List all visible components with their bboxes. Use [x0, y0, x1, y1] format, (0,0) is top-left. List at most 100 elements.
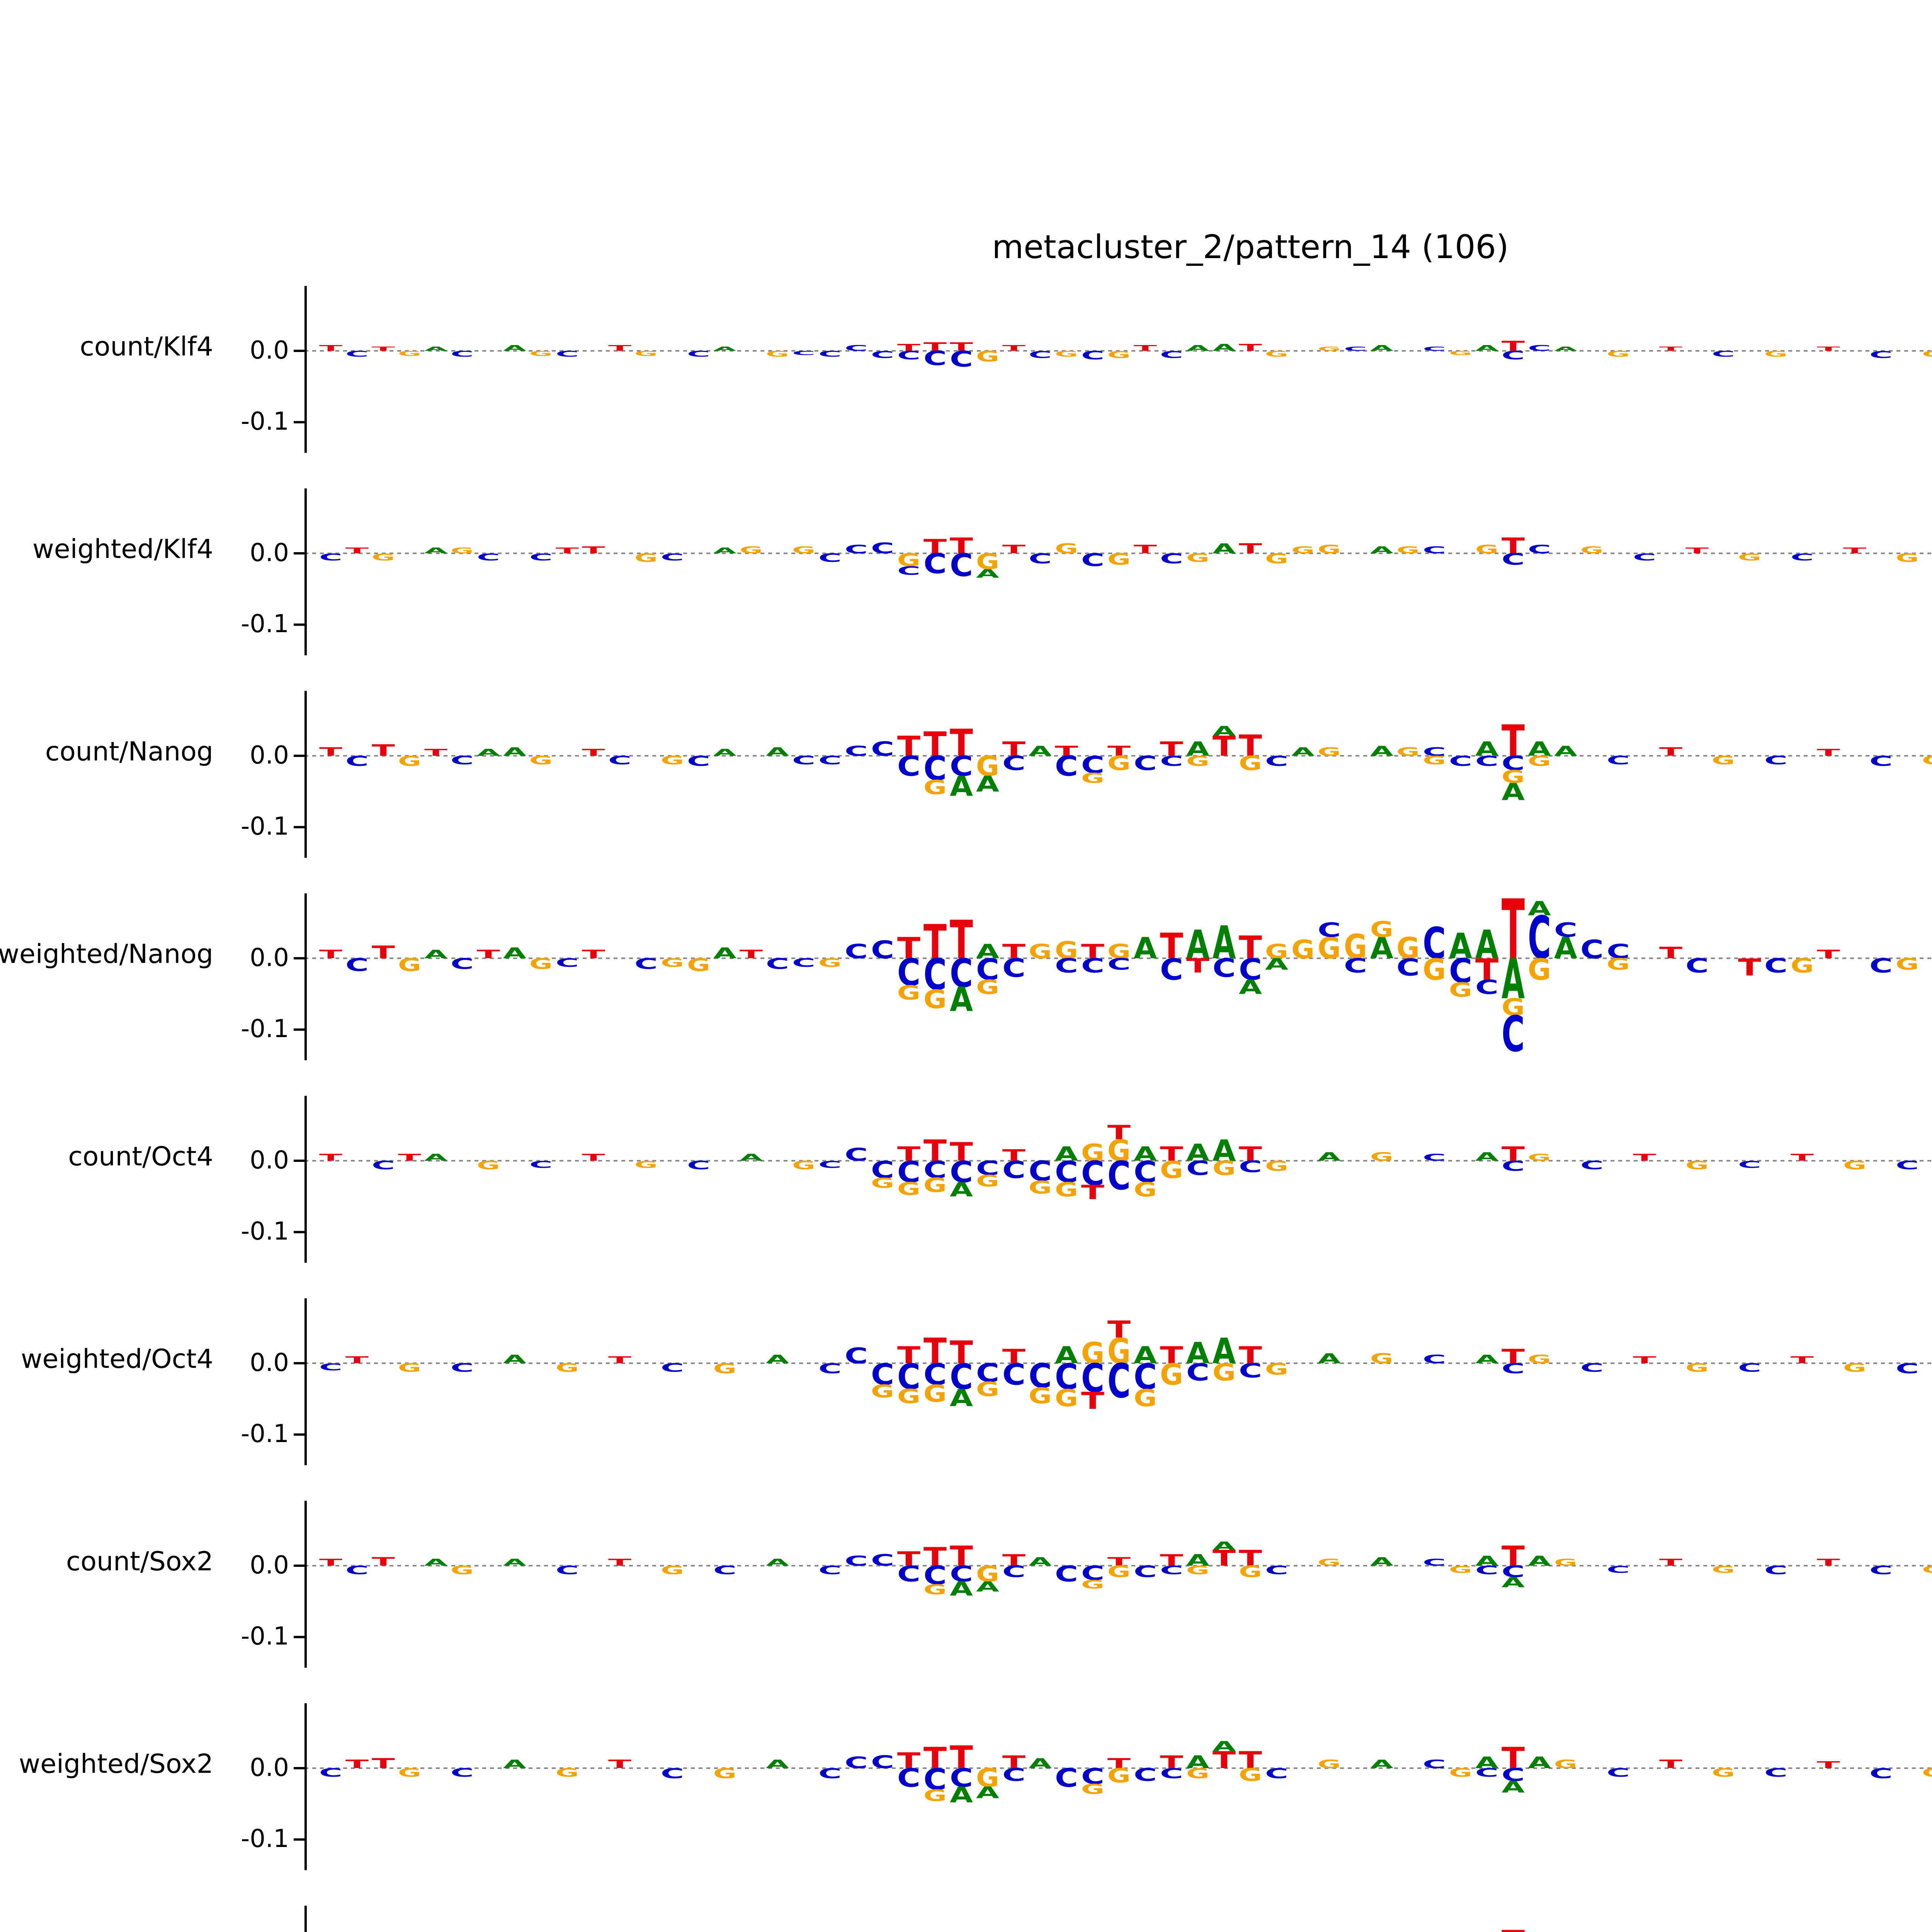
logo-letter-g: G [923, 985, 947, 1014]
logo-letter-a: A [766, 745, 789, 759]
logo-letter-c: C [1423, 1353, 1446, 1366]
logo-letter-c: C [451, 349, 474, 359]
logo-letter-a: A [1554, 743, 1578, 759]
logo-letter-c: C [1449, 753, 1472, 769]
panel-label: weighted/Klf4 [0, 535, 213, 572]
logo-letter-c: C [1134, 752, 1157, 775]
panel-label-text: weighted/Klf4 [32, 535, 213, 566]
logo-letter-g: G [451, 546, 474, 555]
logo-letter-t: T [1002, 1752, 1026, 1772]
logo-letter-a: A [1134, 1143, 1157, 1165]
logo-letter-g: G [1370, 917, 1393, 942]
logo-letter-g: G [1344, 928, 1367, 966]
logo-letter-g: G [1423, 952, 1446, 986]
logo-letter-g: G [923, 1381, 947, 1408]
logo-letter-c: C [345, 753, 369, 769]
logo-panel-count-klf4: count/Klf4 0.0 -0.1 T C T G A C A G C T G C A G C C C C T C T C T… [0, 286, 1932, 488]
y-tick-label: -0.1 [241, 1216, 289, 1246]
logo-letter-c: C [897, 750, 920, 782]
logo-letter-g: G [1055, 349, 1078, 359]
panel-label: count/Klf4 [0, 332, 214, 369]
logo-letter-t: T [1817, 345, 1842, 352]
logo-letter-t: T [950, 910, 973, 971]
logo-letter-t: T [582, 948, 605, 961]
logo-letter-t: T [923, 1542, 947, 1572]
logo-letter-c: C [1265, 1564, 1288, 1577]
logo-letter-g: G [766, 349, 789, 359]
logo-letter-t: T [1002, 543, 1026, 556]
logo-letter-g: G [1186, 1564, 1209, 1577]
logo-letter-a: A [1475, 922, 1498, 968]
logo-letter-c: C [687, 753, 710, 769]
logo-letter-c: C [1869, 954, 1893, 977]
logo-letter-g: G [1922, 1563, 1932, 1575]
logo-letter-c: C [687, 1159, 710, 1172]
logo-letter-c: C [529, 551, 553, 563]
logo-letter-a: A [1318, 1351, 1341, 1367]
logo-letter-g: G [1685, 1159, 1709, 1172]
logo-letter-c: C [1502, 1563, 1525, 1581]
logo-letter-t: T [1160, 1752, 1183, 1772]
logo-letter-c: C [372, 1159, 395, 1172]
logo-letter-c: C [950, 750, 973, 782]
logo-letter-t: T [1239, 1342, 1262, 1369]
logo-letter-t: T [477, 948, 500, 961]
logo-letter-c: C [1528, 543, 1551, 556]
logo-letter-t: T [319, 745, 343, 759]
logo-letter-g: G [1160, 1156, 1183, 1184]
logo-letter-g: G [1528, 753, 1551, 769]
panel-label-column: weighted/Sox2 0.0 -0.1 [0, 1703, 304, 1870]
logo-letter-t: T [372, 345, 396, 352]
logo-letter-g: G [1528, 1151, 1551, 1163]
logo-letter-a: A [1475, 738, 1498, 760]
logo-letter-g: G [1580, 544, 1604, 556]
logo-letter-c: C [1002, 1357, 1026, 1391]
logo-letter-t: T [608, 344, 632, 353]
logo-letter-a: A [503, 1758, 527, 1771]
logo-letter-c: C [1423, 1758, 1446, 1771]
logo-letter-t: T [1002, 1551, 1026, 1570]
logo-letter-g: G [1213, 1359, 1236, 1386]
logo-letter-c: C [451, 754, 474, 767]
logo-letter-c: C [1502, 1005, 1525, 1063]
logo-letter-t: T [923, 1741, 947, 1775]
logo-letter-t: T [1239, 930, 1262, 966]
panel-label-column: count/Klf4 0.0 -0.1 [0, 286, 304, 453]
logo-letter-c: C [1107, 1354, 1131, 1409]
logo-letter-t: T [1502, 1143, 1525, 1165]
logo-panel-weighted-sox2: weighted/Sox2 0.0 -0.1 C T T G C A G T C G A C C C T C T C G T… [0, 1703, 1932, 1906]
logo-letter-g: G [1107, 1764, 1131, 1787]
logo-letter-c: C [950, 951, 973, 996]
logo-letter-c: C [1134, 1765, 1157, 1785]
logo-letter-a: A [1239, 976, 1262, 998]
logo-letter-g: G [1107, 940, 1131, 963]
logo-letter-c: C [871, 1156, 894, 1184]
y-tick-label: 0.0 [250, 943, 289, 972]
logo-letter-c: C [976, 1358, 999, 1388]
logo-letter-c: C [1764, 954, 1787, 977]
logo-letter-g: G [871, 1175, 894, 1191]
logo-letter-t: T [1239, 1546, 1262, 1571]
logo-letter-t: T [1081, 940, 1105, 963]
logo-letter-t: T [1817, 747, 1841, 758]
logo-letter-g: G [713, 1361, 736, 1377]
logo-letter-a: A [1029, 1756, 1052, 1772]
logo-letter-a: A [1029, 1555, 1052, 1569]
logo-letter-c: C [923, 750, 947, 788]
logo-letter-c: C [1502, 752, 1525, 775]
logo-letter-c: C [1685, 954, 1709, 977]
logo-letter-c: C [1002, 1765, 1026, 1785]
logo-letter-g: G [1055, 1178, 1078, 1201]
logo-letter-t: T [1107, 1555, 1131, 1569]
logo-letter-a: A [1528, 1753, 1551, 1772]
logo-letter-g: G [976, 549, 999, 575]
y-tick-label: 0.0 [250, 740, 289, 770]
panel-label-column: weighted/Klf4 0.0 -0.1 [0, 488, 304, 655]
y-tick-label: 0.0 [250, 1753, 289, 1782]
logo-letter-a: A [950, 1385, 973, 1412]
logo-letter-c: C [923, 1762, 947, 1796]
logo-letter-a: A [1528, 1553, 1551, 1569]
